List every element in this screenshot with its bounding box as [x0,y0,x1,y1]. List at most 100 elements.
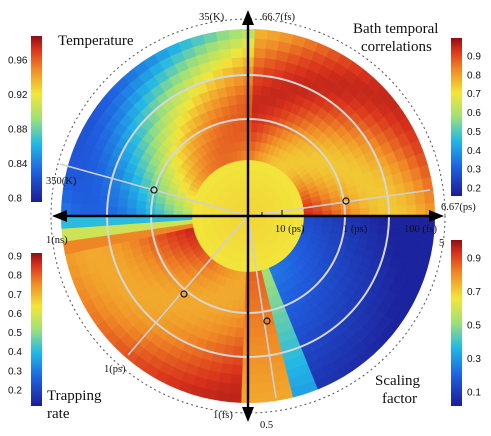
colorbar-tick-label: 0.2 [8,386,22,397]
heatmap-cell [378,206,389,217]
heatmap-cell [218,372,232,384]
heatmap-cell [118,188,130,200]
axes [52,10,444,422]
axis-label-1ps: 1(ps) [104,364,126,375]
heatmap-cell [238,122,246,133]
heatmap-cell [259,94,270,106]
heatmap-cell [369,215,380,226]
heatmap-cell [220,57,233,69]
colorbar-tick-label: 0.96 [8,56,28,67]
heatmap-cell [89,193,101,206]
colorbar-temperature: 0.96 0.92 0.88 0.84 0.8 [8,36,42,205]
axis-label-0-5: 0.5 [260,420,273,431]
heatmap-cell [250,141,257,152]
heatmap-cell [70,191,82,205]
heatmap-cell [258,104,268,115]
heatmap-cell [235,327,245,338]
heatmap-cell [263,57,276,69]
heatmap-cell [266,29,281,42]
heatmap-cell [70,203,81,217]
heatmap-cell [375,233,388,246]
heatmap-cell [228,29,243,40]
colorbar-tick-label: 0.6 [467,108,481,119]
guide-lines [59,163,431,399]
heatmap-cell [397,204,408,217]
colorbar-trapping: 0.9 0.8 0.7 0.6 0.5 0.4 0.3 0.2 [8,252,42,406]
heatmap-cell [368,224,379,235]
colorbar-tick-label: 0.9 [8,252,22,263]
heatmap-cell [107,215,118,226]
title-trapping-line2: rate [47,406,70,422]
heatmap-cell [252,75,263,87]
axis-label-66-7fs: 66.7(fs) [262,12,295,23]
heatmap-cell [253,373,266,385]
title-bath-line1: Bath temporal [353,21,438,37]
colorbar-tick-label: 0.92 [8,90,28,101]
heatmap-cell [107,196,119,208]
heatmap-cell [377,224,389,236]
heatmap-cell [135,200,147,210]
heatmap-cell [253,56,265,68]
inner-label-1ps: 1 (ps) [343,224,368,235]
heatmap-cell [250,299,258,310]
heatmap-cell [252,84,262,96]
axis-label-350k: 350(K) [46,176,77,187]
heatmap-cell [126,223,138,234]
heatmap-cell [236,318,245,329]
axis-label-5: 5 [439,238,444,249]
heatmap-cell [215,390,230,403]
heatmap-cell [423,189,435,204]
heatmap-cell [236,103,245,114]
heatmap-cell [228,317,238,328]
heatmap-cell [233,345,244,357]
heatmap-cell [264,372,278,384]
heatmap-cell [250,122,258,133]
heatmap-cell [70,215,81,229]
colorbar-bath: 0.9 0.8 0.7 0.6 0.5 0.4 0.3 0.2 [451,38,481,196]
heatmap-cell [220,363,233,375]
colorbar-tick-label: 0.5 [467,127,481,138]
heatmap-cell [251,327,261,338]
heatmap-cell [231,56,243,68]
outer-dashed-circle [50,18,446,414]
heatmap-cell [249,159,255,170]
colorbar-tick-label: 0.1 [467,388,481,399]
heatmap-cell [253,38,267,49]
heatmap-cell [163,204,175,211]
heatmap-cell [260,85,271,97]
heatmap-cell [117,224,128,235]
heatmap-cell [226,326,237,338]
colorbar-tick-label: 0.8 [467,70,481,81]
arrow-right [429,210,444,222]
heatmap-cell [253,383,267,394]
heatmap-cell [369,206,380,217]
marker-trapping [180,290,188,298]
heatmap-cell [251,103,260,114]
heatmap-cell [79,192,91,206]
colorbar-tick-label: 0.5 [8,328,22,339]
heatmap-cell [421,240,434,256]
heatmap-cell [253,364,265,376]
heatmap-cell [263,363,276,375]
ring-markers [150,186,350,325]
colorbar-tick-label: 0.9 [467,254,481,265]
heatmap-cell [249,150,256,161]
heatmap-cell [406,204,417,217]
colorbar-tick-label: 0.7 [467,89,481,100]
axis-label-6-67ps: 6.67(ps) [441,202,476,213]
heatmap-cell [234,84,244,96]
marker-bath [342,197,350,205]
title-scaling-line1: Scaling [375,373,420,389]
heatmap-cell [241,262,247,273]
colorbar-tick-label: 0.6 [8,309,22,320]
heatmap-cell [127,190,139,201]
heatmap-cell [116,206,127,217]
heatmap-cell [321,221,333,228]
heatmap-cell [261,344,273,356]
heatmap-cell [225,335,236,347]
heatmap-cell [126,207,137,217]
heatmap-cell [89,226,101,239]
colorbar-tick-label: 0.9 [467,52,481,63]
heatmap-cell [421,176,434,192]
